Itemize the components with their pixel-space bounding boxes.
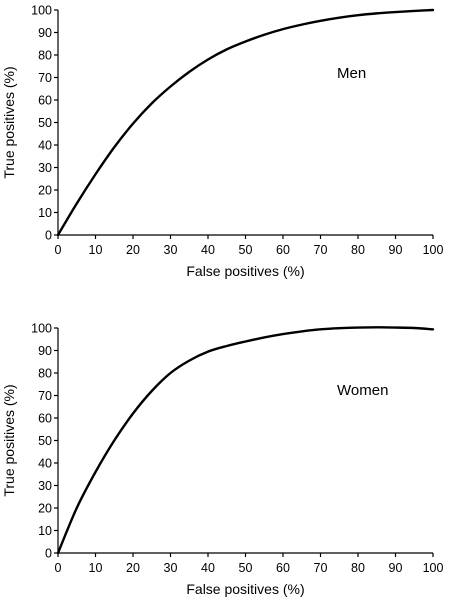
y-tick-label: 50	[38, 434, 52, 448]
x-tick-label: 80	[351, 243, 365, 257]
x-tick-label: 10	[89, 243, 103, 257]
x-tick-label: 90	[389, 561, 403, 575]
x-tick-label: 60	[276, 243, 290, 257]
panel-annotation: Women	[337, 382, 388, 399]
x-tick-label: 90	[389, 243, 403, 257]
x-tick-label: 70	[314, 243, 328, 257]
chart-panel-2: 0 10 20 30 40 50 60 70 80 90 100 0 10 20 30 40 50 60 70 80 9…	[1, 322, 443, 598]
y-tick-label: 40	[38, 457, 52, 471]
x-tick-label: 80	[351, 561, 365, 575]
y-tick-label: 80	[38, 367, 52, 381]
panel-annotation: Men	[337, 65, 366, 82]
y-tick-label: 40	[38, 139, 52, 153]
x-tick-label: 100	[423, 561, 444, 575]
y-tick-label: 10	[38, 524, 52, 538]
x-tick-label: 0	[55, 243, 62, 257]
y-tick-label: 20	[38, 502, 52, 516]
y-tick-label: 0	[45, 229, 52, 243]
y-tick-label: 90	[38, 344, 52, 358]
x-tick-label: 40	[201, 561, 215, 575]
y-tick-label: 30	[38, 161, 52, 175]
y-tick-label: 50	[38, 116, 52, 130]
y-tick-label: 100	[31, 322, 52, 336]
x-tick-label: 60	[276, 561, 290, 575]
x-tick-label: 100	[423, 243, 444, 257]
y-tick-label: 80	[38, 49, 52, 63]
y-tick-label: 30	[38, 479, 52, 493]
y-tick-label: 60	[38, 412, 52, 426]
y-tick-label: 10	[38, 206, 52, 220]
y-axis-title: True positives (%)	[1, 66, 17, 178]
x-tick-label: 50	[239, 243, 253, 257]
x-axis-title: False positives (%)	[186, 581, 304, 597]
y-tick-label: 90	[38, 26, 52, 40]
x-tick-label: 50	[239, 561, 253, 575]
roc-curve-line	[56, 326, 435, 555]
y-tick-label: 70	[38, 71, 52, 85]
x-tick-label: 70	[314, 561, 328, 575]
x-tick-label: 40	[201, 243, 215, 257]
y-tick-label: 0	[45, 547, 52, 561]
x-tick-label: 30	[164, 561, 178, 575]
x-tick-label: 0	[55, 561, 62, 575]
y-tick-label: 20	[38, 184, 52, 198]
y-tick-label: 60	[38, 94, 52, 108]
y-tick-label: 100	[31, 4, 52, 18]
y-tick-label: 70	[38, 389, 52, 403]
x-tick-label: 30	[164, 243, 178, 257]
x-axis-title: False positives (%)	[186, 263, 304, 279]
x-tick-label: 20	[126, 561, 140, 575]
y-axis-title: True positives (%)	[1, 384, 17, 496]
x-tick-label: 10	[89, 561, 103, 575]
roc-curve-line	[56, 8, 435, 237]
x-tick-label: 20	[126, 243, 140, 257]
chart-panel-1: 0 10 20 30 40 50 60 70 80 90 100 0 10 20 30 40 50 60 70 80 9…	[1, 4, 443, 280]
